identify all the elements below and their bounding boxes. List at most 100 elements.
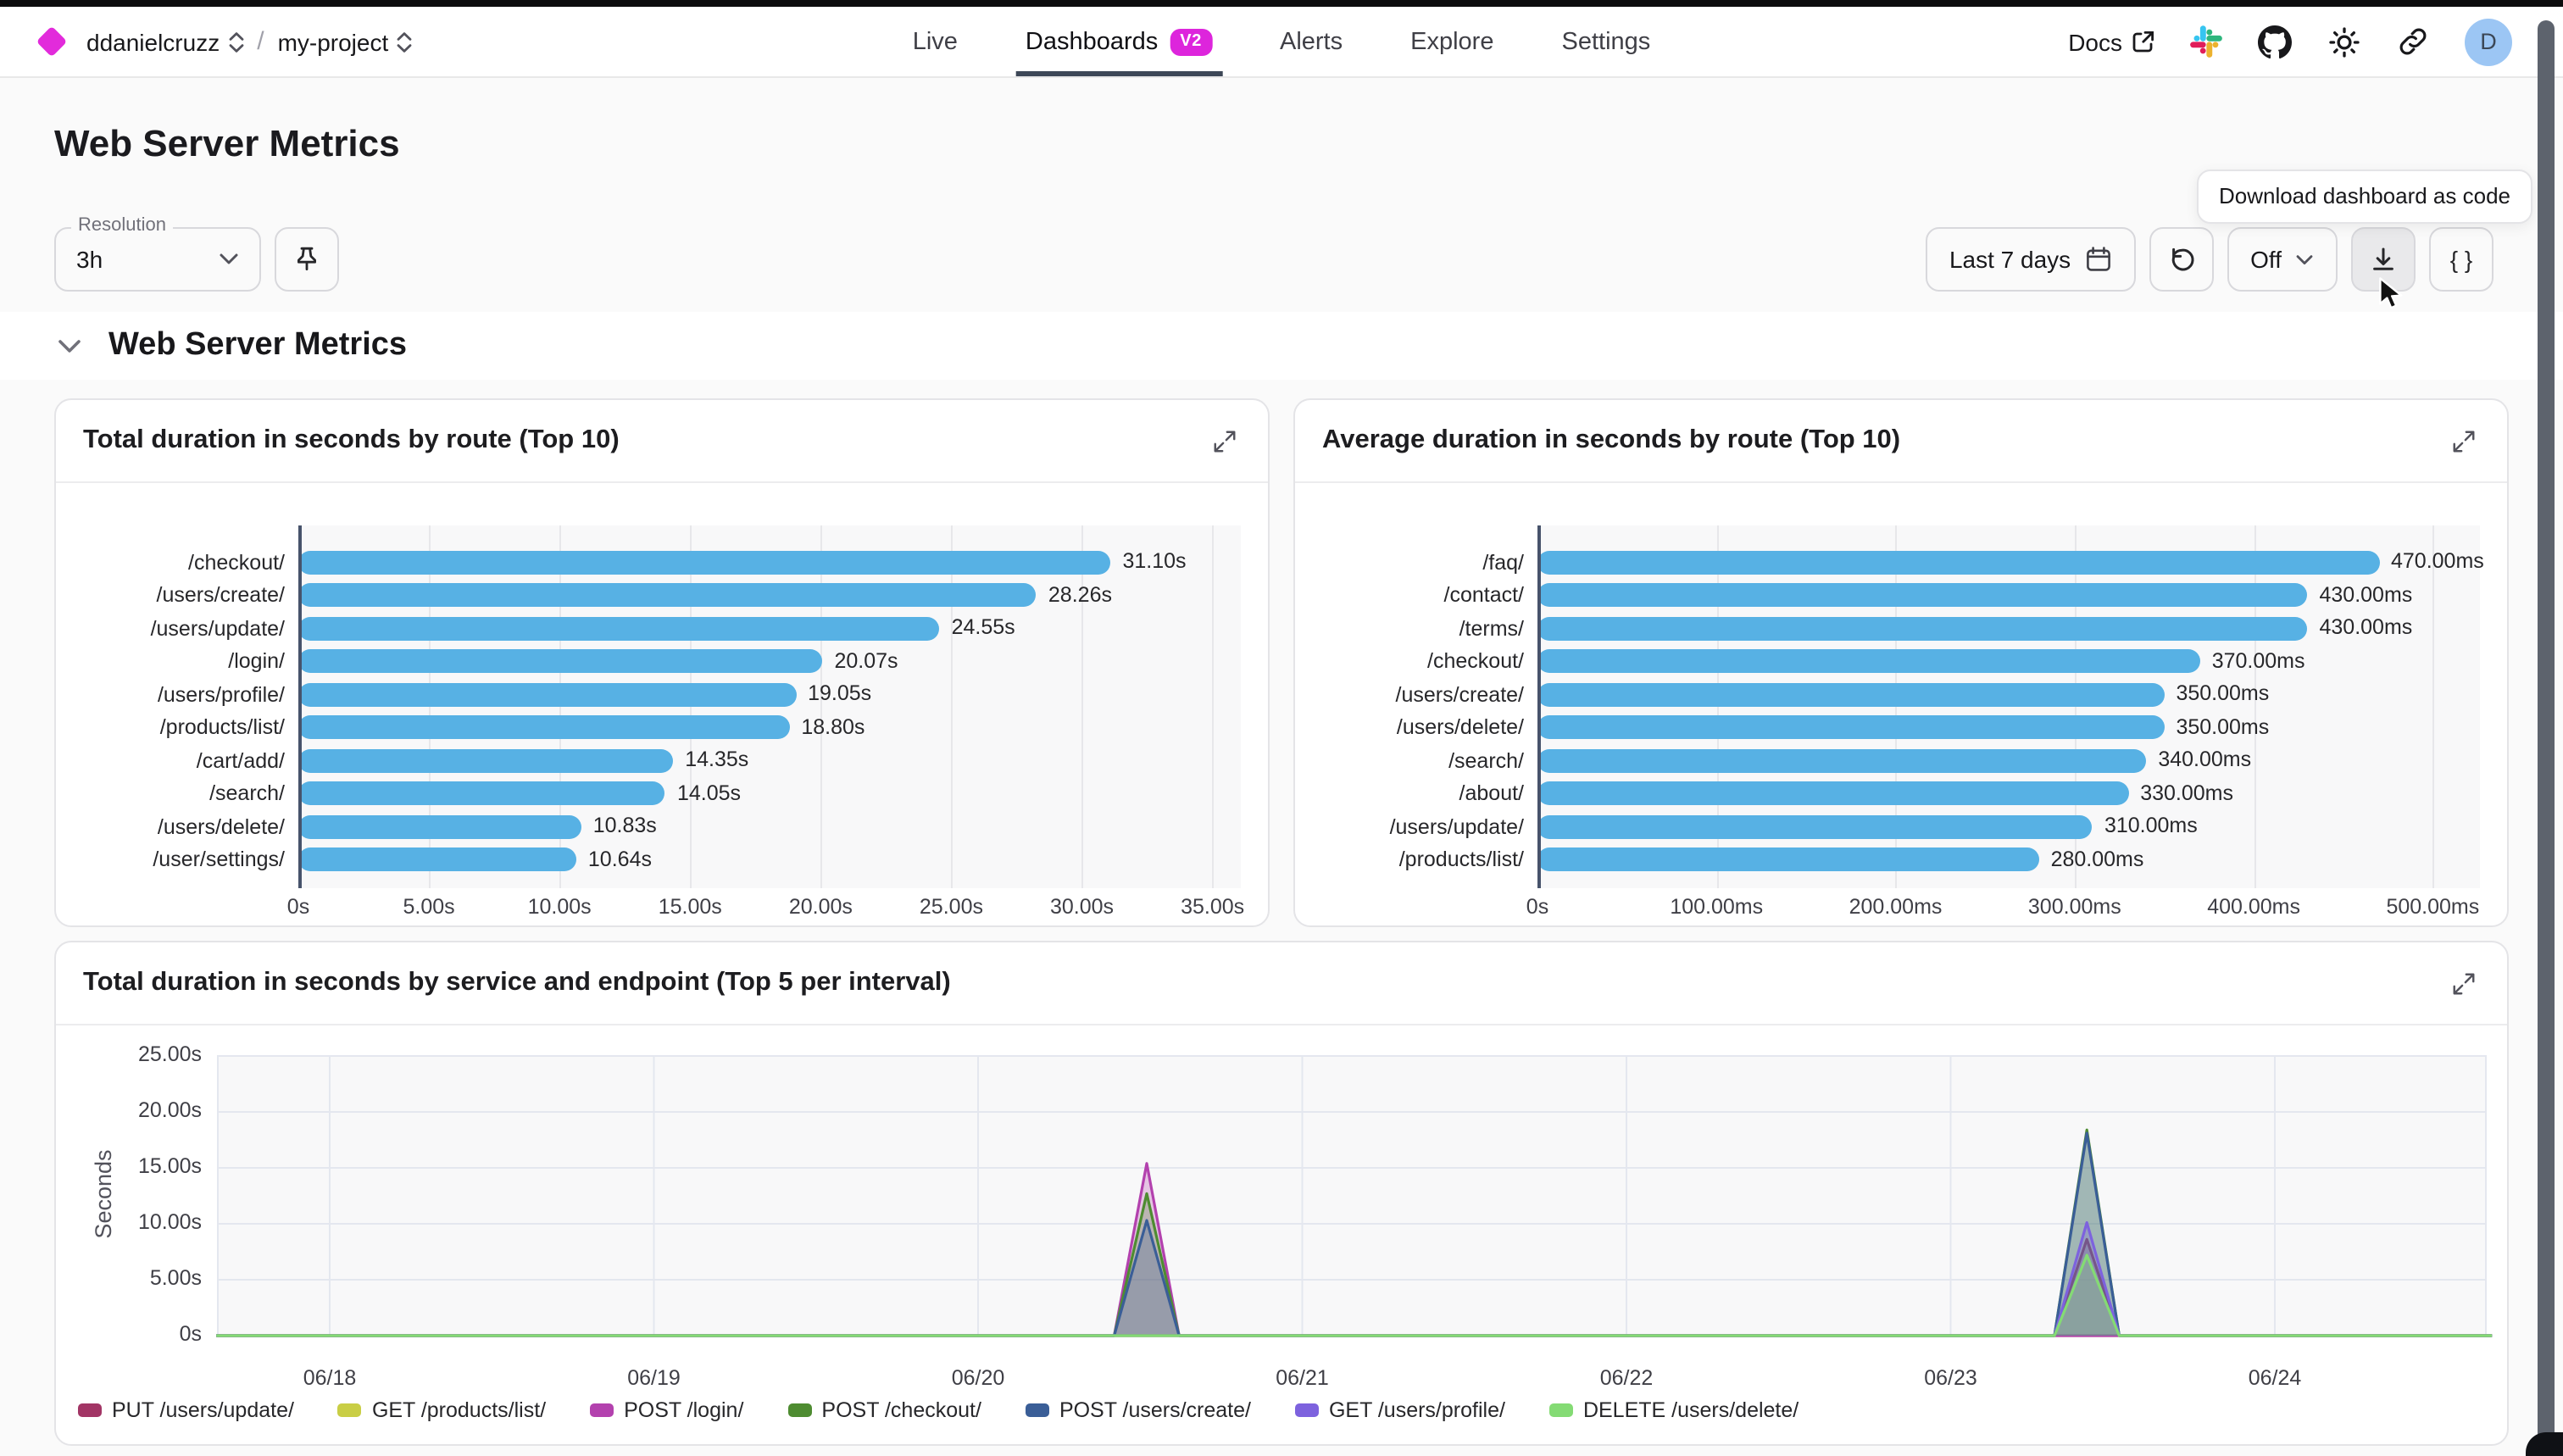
bar-track: 20.07s	[298, 645, 1241, 678]
panel-header: Total duration in seconds by route (Top …	[56, 400, 1268, 483]
bar[interactable]	[298, 847, 576, 872]
expand-panel-button[interactable]	[1209, 425, 1241, 457]
x-tick-label: 25.00s	[919, 895, 983, 919]
resolution-value: 3h	[76, 246, 103, 273]
bar-value-label: 430.00ms	[2319, 615, 2413, 639]
bar-value-label: 350.00ms	[2176, 714, 2270, 738]
github-icon[interactable]	[2258, 25, 2292, 58]
x-tick-label: 06/20	[951, 1366, 1005, 1390]
page-title: Web Server Metrics	[54, 122, 400, 164]
panel-average-duration-by-route: Average duration in seconds by route (To…	[1293, 398, 2509, 927]
bar[interactable]	[298, 814, 581, 839]
bar-row: /checkout/370.00ms	[1312, 645, 2480, 678]
bar-row: /user/settings/10.64s	[73, 843, 1241, 876]
bar[interactable]	[298, 550, 1111, 575]
bar[interactable]	[1537, 715, 2165, 740]
docs-link[interactable]: Docs	[2068, 28, 2154, 55]
x-tick-label: 0s	[1526, 895, 1549, 919]
brand-logo-icon[interactable]	[36, 25, 68, 58]
bar[interactable]	[298, 649, 823, 674]
bar[interactable]	[1537, 748, 2147, 773]
expand-panel-button[interactable]	[2448, 425, 2480, 457]
x-tick-label: 15.00s	[658, 895, 722, 919]
tab-alerts[interactable]: Alerts	[1276, 7, 1346, 76]
bar[interactable]	[1537, 814, 2093, 839]
category-label: /products/list/	[1398, 847, 1524, 872]
tab-dashboards[interactable]: Dashboards V2	[1015, 7, 1223, 76]
tab-live[interactable]: Live	[909, 7, 961, 76]
calendar-icon	[2086, 247, 2110, 271]
time-series-plot[interactable]	[216, 1055, 2493, 1337]
bar[interactable]	[298, 616, 940, 641]
time-series-chart[interactable]: Seconds 25.00s 20.00s 15.00s 10.00s 5.00s 0s 0…	[56, 1025, 2507, 1444]
refresh-icon	[2171, 247, 2193, 271]
bar-row: /users/update/24.55s	[73, 612, 1241, 645]
pin-dashboard-button[interactable]	[275, 227, 339, 292]
legend-item[interactable]: POST /login/	[590, 1398, 743, 1422]
series-line[interactable]	[216, 1253, 2493, 1337]
gridline	[2432, 525, 2435, 888]
bar-value-label: 310.00ms	[2104, 814, 2198, 837]
braces-icon: { }	[2449, 246, 2473, 273]
bar[interactable]	[1537, 550, 2379, 575]
legend-item[interactable]: DELETE /users/delete/	[1548, 1398, 1799, 1422]
bar[interactable]	[298, 781, 665, 806]
project-switcher[interactable]: my-project	[278, 28, 413, 55]
gridline	[1895, 525, 1898, 888]
legend-item[interactable]: GET /users/profile/	[1294, 1398, 1505, 1422]
org-name: ddanielcruzz	[86, 28, 220, 55]
category-label: /login/	[228, 649, 285, 674]
tab-explore[interactable]: Explore	[1407, 7, 1497, 76]
bar[interactable]	[298, 748, 674, 773]
panel-duration-by-service-endpoint: Total duration in seconds by service and…	[54, 941, 2509, 1446]
avatar-initial: D	[2480, 29, 2497, 54]
bar[interactable]	[298, 715, 790, 740]
panel-total-duration-by-route: Total duration in seconds by route (Top …	[54, 398, 1270, 927]
dashboard-json-button[interactable]: { }	[2429, 227, 2494, 292]
bar-value-label: 19.05s	[808, 681, 872, 705]
bar[interactable]	[298, 682, 797, 707]
tab-label: Settings	[1561, 28, 1651, 55]
expand-panel-button[interactable]	[2448, 967, 2480, 999]
updown-chevron-icon	[228, 31, 243, 52]
bar[interactable]	[1537, 616, 2308, 641]
auto-refresh-select[interactable]: Off	[2227, 227, 2338, 292]
avatar[interactable]: D	[2465, 18, 2512, 65]
page-content: Web Server Metrics Resolution 3h Last 7 …	[0, 78, 2563, 1456]
bar-chart-average-duration[interactable]: /faq/470.00ms/contact/430.00ms/terms/430…	[1295, 483, 2507, 925]
time-range-button[interactable]: Last 7 days	[1925, 227, 2136, 292]
tab-label: Alerts	[1279, 28, 1343, 55]
theme-toggle-sun-icon[interactable]	[2327, 25, 2361, 58]
category-label: /users/update/	[1389, 814, 1524, 839]
bar[interactable]	[1537, 649, 2200, 674]
bar-row: /users/delete/350.00ms	[1312, 711, 2480, 744]
category-label: /users/profile/	[157, 682, 285, 707]
x-tick-label: 5.00s	[403, 895, 455, 919]
bar[interactable]	[1537, 682, 2165, 707]
bar[interactable]	[1537, 583, 2308, 608]
org-switcher[interactable]: ddanielcruzz	[86, 28, 243, 55]
bar[interactable]	[298, 583, 1037, 608]
bar[interactable]	[1537, 781, 2129, 806]
bar-track: 10.83s	[298, 810, 1241, 843]
refresh-button[interactable]	[2149, 227, 2214, 292]
bar-chart-total-duration[interactable]: /checkout/31.10s/users/create/28.26s/use…	[56, 483, 1268, 925]
legend-label: GET /products/list/	[371, 1398, 547, 1422]
legend-item[interactable]: POST /checkout/	[787, 1398, 981, 1422]
share-link-icon[interactable]	[2397, 25, 2429, 58]
page-scrollbar[interactable]	[2538, 20, 2555, 1446]
gridline	[820, 525, 823, 888]
legend-item[interactable]: GET /products/list/	[337, 1398, 547, 1422]
section-header[interactable]: Web Server Metrics	[0, 312, 2563, 380]
legend-item[interactable]: PUT /users/update/	[78, 1398, 294, 1422]
bar-value-label: 370.00ms	[2211, 648, 2305, 672]
updown-chevron-icon	[397, 31, 412, 52]
bar-value-label: 28.26s	[1048, 582, 1112, 606]
bar[interactable]	[1537, 847, 2039, 872]
gridline	[1081, 525, 1084, 888]
resolution-select[interactable]: Resolution 3h	[54, 215, 261, 292]
slack-icon[interactable]	[2190, 25, 2222, 58]
tab-settings[interactable]: Settings	[1558, 7, 1654, 76]
legend-item[interactable]: POST /users/create/	[1025, 1398, 1251, 1422]
y-axis-title: Seconds	[91, 1149, 116, 1239]
